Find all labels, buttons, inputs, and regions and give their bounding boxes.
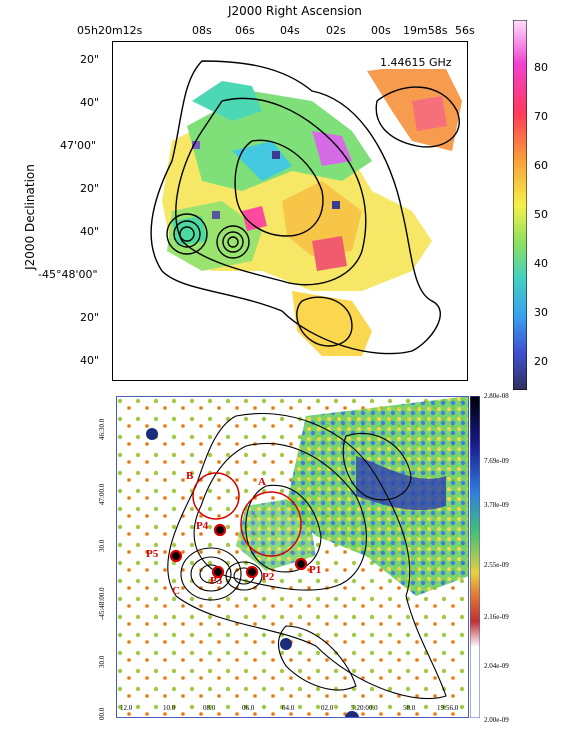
x-tick: 04.0 — [282, 704, 295, 712]
top-map-frame — [112, 41, 468, 381]
x-tick: 10.0 — [163, 704, 176, 712]
y-tick: 47:00.0 — [98, 483, 106, 505]
marker-label-a: A — [258, 476, 266, 488]
dec-tick: 40" — [80, 354, 100, 367]
colorbar-tick: 2.00e-09 — [484, 716, 509, 724]
ra-tick: 08s — [192, 24, 212, 37]
dec-tick: 20" — [80, 182, 100, 195]
colorbar-tick: 30 — [534, 306, 548, 319]
y-tick: -45:48:00.0 — [98, 587, 106, 620]
dec-tick: 20" — [80, 311, 100, 324]
colorbar-tick: 40 — [534, 257, 548, 270]
bottom-colorbar — [470, 396, 480, 718]
colorbar-tick: 7.69e-09 — [484, 457, 509, 465]
marker-dots — [169, 523, 308, 579]
ra-tick: 05h20m12s — [77, 24, 143, 37]
marker-label-p2: P2 — [262, 571, 275, 583]
ra-tick: 56s — [455, 24, 475, 37]
ra-tick: 00s — [371, 24, 391, 37]
marker-label-c: C — [172, 585, 180, 597]
x-tick: 08.0 — [203, 704, 216, 712]
ra-tick: 02s — [326, 24, 346, 37]
colorbar-tick: 70 — [534, 110, 548, 123]
frequency-label: 1.44615 GHz — [378, 56, 454, 69]
dec-axis-title: J2000 Declination — [23, 164, 37, 270]
marker-label-p3: P3 — [210, 575, 223, 587]
colorbar-tick: 50 — [534, 208, 548, 221]
colorbar-tick: 3.78e-09 — [484, 501, 509, 509]
ra-tick: 06s — [235, 24, 255, 37]
colorbar-tick: 20 — [534, 355, 548, 368]
colorbar-tick: 2.55e-09 — [484, 561, 509, 569]
dec-tick: 40" — [80, 96, 100, 109]
y-tick: 30.0 — [98, 655, 106, 668]
dec-tick: -45°48'00" — [38, 268, 98, 281]
ra-tick: 19m58s — [403, 24, 448, 37]
ra-tick: 04s — [280, 24, 300, 37]
y-tick: 30.0 — [98, 539, 106, 552]
colorbar-tick: 2.16e-09 — [484, 613, 509, 621]
bottom-map-frame — [116, 396, 469, 718]
radio-contours-bottom — [167, 413, 447, 700]
dec-tick: 40" — [80, 225, 100, 238]
marker-label-p4: P4 — [196, 520, 209, 532]
marker-label-p1: P1 — [309, 564, 322, 576]
colorbar-tick: 2.80e-08 — [484, 392, 509, 400]
x-tick: 5:20:00.0 — [351, 704, 378, 712]
marker-label-b: B — [186, 470, 194, 482]
marker-circles — [192, 472, 302, 557]
colorbar-tick: 80 — [534, 61, 548, 74]
y-tick: 46:30.0 — [98, 418, 106, 440]
x-tick: 06.0 — [242, 704, 255, 712]
top-colorbar — [513, 20, 527, 390]
y-tick: 00.0 — [98, 707, 106, 720]
marker-label-p5: P5 — [146, 548, 159, 560]
radio-contours — [150, 60, 460, 355]
x-tick: 12.0 — [120, 704, 133, 712]
ra-axis-title: J2000 Right Ascension — [228, 4, 362, 18]
optical-map — [116, 396, 469, 718]
x-tick: 02.0 — [321, 704, 334, 712]
colorbar-tick: 60 — [534, 159, 548, 172]
x-tick: 58.0 — [403, 704, 416, 712]
x-tick: 19:56.0 — [437, 704, 459, 712]
dec-tick: 20" — [80, 53, 100, 66]
spectral-index-map — [112, 41, 468, 381]
colorbar-tick: 2.04e-09 — [484, 662, 509, 670]
dec-tick: 47'00" — [60, 139, 97, 152]
